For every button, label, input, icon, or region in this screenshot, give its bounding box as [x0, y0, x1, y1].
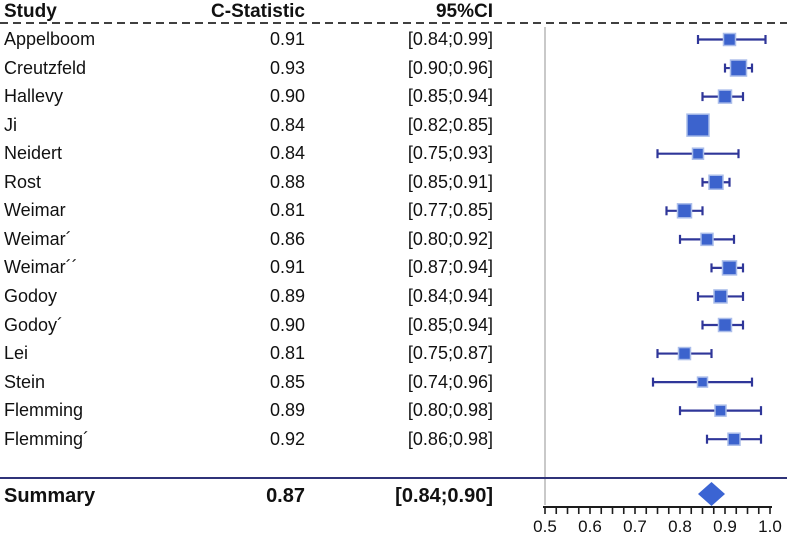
- summary-diamond: [698, 482, 725, 506]
- study-name: Ji: [4, 114, 17, 135]
- weight-square: [727, 432, 741, 446]
- table-row: Weimar 0.81 [0.77;0.85]: [0, 197, 493, 225]
- weight-square: [696, 376, 709, 388]
- c-statistic-value: 0.89: [269, 400, 305, 421]
- table-header-row: Study C-Statistic 95%CI: [0, 1, 493, 23]
- weight-square: [714, 404, 727, 417]
- weight-square: [729, 59, 748, 77]
- summary-ci: [0.84;0.90]: [395, 484, 493, 507]
- table-row: Lei 0.81 [0.75;0.87]: [0, 340, 493, 368]
- summary-label: Summary: [4, 484, 96, 507]
- ci-value: [0.77;0.85]: [407, 200, 493, 221]
- weight-square: [722, 32, 737, 47]
- table-row: Ji 0.84 [0.82;0.85]: [0, 111, 493, 139]
- table-row: Creutzfeld 0.93 [0.90;0.96]: [0, 54, 493, 82]
- table-row: Weimar´ 0.86 [0.80;0.92]: [0, 225, 493, 253]
- x-axis-label: 0.6: [578, 517, 602, 536]
- x-axis-label: 1.0: [758, 517, 782, 536]
- table-row: Flemming´ 0.92 [0.86;0.98]: [0, 425, 493, 453]
- x-axis-label: 0.5: [533, 517, 557, 536]
- c-statistic-value: 0.91: [269, 29, 305, 49]
- table-row: Hallevy 0.90 [0.85;0.94]: [0, 83, 493, 111]
- study-name: Rost: [4, 171, 42, 192]
- study-name: Weimar: [4, 200, 66, 221]
- study-name: Weimar´: [4, 228, 72, 249]
- c-statistic-value: 0.93: [269, 57, 305, 78]
- weight-square: [717, 89, 733, 104]
- study-name: Stein: [4, 371, 46, 392]
- table-row: Flemming 0.89 [0.80;0.98]: [0, 397, 493, 425]
- table-row: Appelboom 0.91 [0.84;0.99]: [0, 26, 493, 54]
- weight-square: [677, 346, 692, 361]
- ci-value: [0.80;0.92]: [407, 228, 493, 249]
- weight-square: [721, 260, 738, 276]
- ci-value: [0.86;0.98]: [407, 428, 493, 449]
- weight-square: [708, 174, 724, 190]
- c-statistic-value: 0.90: [269, 314, 305, 335]
- study-name: Godoy´: [4, 314, 64, 335]
- ci-value: [0.90;0.96]: [407, 57, 493, 78]
- ci-value: [0.74;0.96]: [407, 371, 493, 392]
- ci-value: [0.80;0.98]: [407, 400, 493, 421]
- summary-row: Summary 0.87 [0.84;0.90]: [0, 482, 493, 510]
- study-name: Flemming: [4, 400, 84, 421]
- c-statistic-value: 0.86: [269, 228, 305, 249]
- ci-value: [0.75;0.93]: [407, 143, 493, 164]
- c-statistic-value: 0.81: [269, 343, 305, 364]
- ci-value: [0.84;0.94]: [407, 285, 493, 306]
- ci-value: [0.85;0.91]: [407, 171, 493, 192]
- c-statistic-value: 0.85: [269, 371, 305, 392]
- c-statistic-value: 0.89: [269, 285, 305, 306]
- study-name: Weimar´´: [4, 257, 78, 278]
- c-statistic-value: 0.91: [269, 257, 305, 278]
- study-name: Godoy: [4, 285, 58, 306]
- study-name: Neidert: [4, 143, 63, 164]
- c-statistic-value: 0.84: [269, 143, 305, 164]
- ci-value: [0.75;0.87]: [407, 343, 493, 364]
- weight-square: [691, 147, 705, 160]
- table-row: Neidert 0.84 [0.75;0.93]: [0, 140, 493, 168]
- study-name: Hallevy: [4, 86, 64, 107]
- header-95ci: 95%CI: [435, 1, 493, 22]
- table-row: Weimar´´ 0.91 [0.87;0.94]: [0, 254, 493, 282]
- weight-square: [713, 289, 728, 304]
- summary-c-statistic: 0.87: [266, 484, 305, 507]
- table-row: Rost 0.88 [0.85;0.91]: [0, 168, 493, 196]
- ci-value: [0.82;0.85]: [407, 114, 493, 135]
- study-name: Creutzfeld: [4, 57, 87, 78]
- c-statistic-value: 0.90: [269, 86, 305, 107]
- x-axis-label: 0.8: [668, 517, 692, 536]
- study-name: Appelboom: [4, 29, 96, 49]
- ci-value: [0.85;0.94]: [407, 314, 493, 335]
- table-row: Stein 0.85 [0.74;0.96]: [0, 368, 493, 396]
- weight-square: [717, 317, 733, 333]
- table-row: Godoy´ 0.90 [0.85;0.94]: [0, 311, 493, 339]
- c-statistic-value: 0.81: [269, 200, 305, 221]
- x-axis-label: 0.9: [713, 517, 737, 536]
- c-statistic-value: 0.84: [269, 114, 305, 135]
- header-c-statistic: C-Statistic: [211, 1, 305, 22]
- c-statistic-value: 0.88: [269, 171, 305, 192]
- study-name: Flemming´: [4, 428, 90, 449]
- table-row: Godoy 0.89 [0.84;0.94]: [0, 282, 493, 310]
- c-statistic-value: 0.92: [269, 428, 305, 449]
- weight-square: [676, 203, 693, 219]
- weight-square: [700, 232, 714, 247]
- ci-value: [0.85;0.94]: [407, 86, 493, 107]
- header-study: Study: [4, 1, 57, 22]
- study-name: Lei: [4, 343, 29, 364]
- ci-value: [0.84;0.99]: [407, 29, 493, 49]
- x-axis-label: 0.7: [623, 517, 647, 536]
- ci-value: [0.87;0.94]: [407, 257, 493, 278]
- weight-square: [686, 113, 710, 137]
